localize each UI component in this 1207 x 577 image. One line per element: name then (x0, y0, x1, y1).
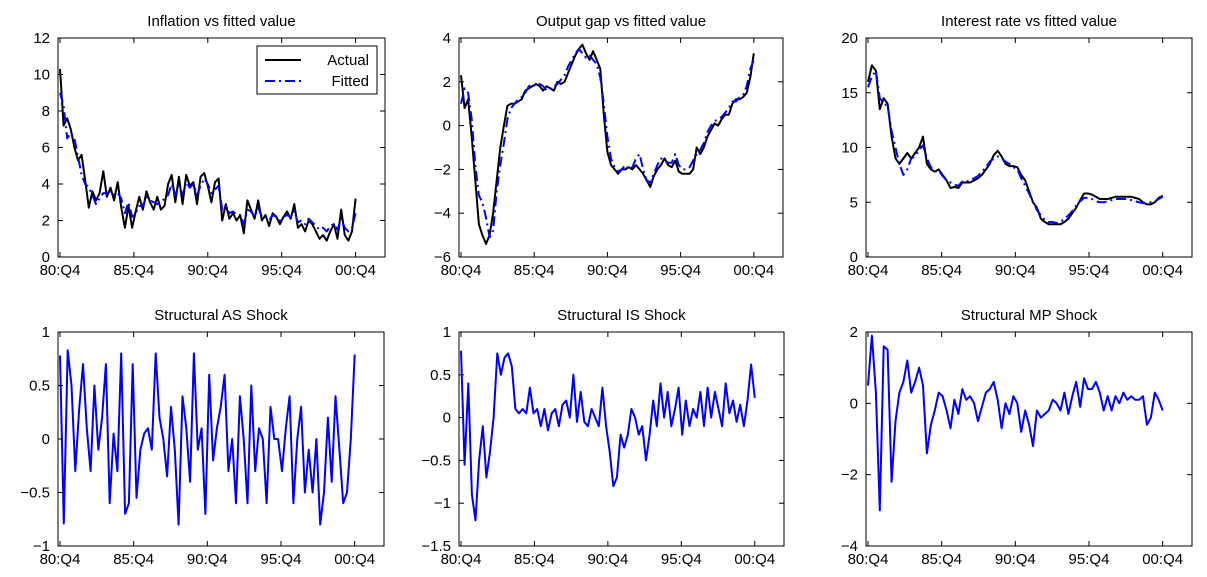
y-tick-label: 0 (443, 118, 451, 135)
y-tick-label: 0.5 (29, 378, 50, 395)
y-tick-label: −1.5 (421, 538, 451, 555)
y-tick-label: 0 (42, 431, 50, 448)
x-tick-label: 95:Q4 (261, 551, 302, 568)
x-tick-label: 80:Q4 (441, 262, 482, 279)
series-group (59, 349, 356, 526)
y-tick-label: 10 (841, 140, 858, 157)
x-tick-label: 85:Q4 (921, 262, 962, 279)
y-tick-label: 0.5 (430, 367, 451, 384)
legend: Actual Fitted (256, 45, 378, 95)
series-line-actual (460, 43, 755, 245)
series-group (460, 350, 756, 522)
series-group (460, 43, 755, 245)
x-tick-label: 90:Q4 (995, 551, 1036, 568)
y-tick-label: 15 (841, 85, 858, 102)
x-tick-label: 95:Q4 (261, 262, 302, 279)
legend-box (256, 45, 378, 95)
series-line-shock (59, 349, 356, 526)
series-line-fitted (460, 48, 755, 239)
y-tick-label: 0 (42, 249, 50, 266)
x-tick-label: 85:Q4 (514, 262, 555, 279)
x-tick-label: 95:Q4 (660, 262, 701, 279)
series-line-fitted (867, 69, 1164, 225)
y-tick-label: 0 (850, 395, 858, 412)
x-tick-label: 80:Q4 (848, 262, 889, 279)
y-tick-label: −1 (33, 538, 50, 555)
series-line-actual (59, 68, 357, 242)
y-tick-label: −4 (841, 538, 858, 555)
y-tick-label: 1 (42, 324, 50, 341)
panel-title: Structural IS Shock (557, 307, 686, 324)
x-tick-label: 90:Q4 (187, 551, 228, 568)
x-tick-label: 90:Q4 (187, 262, 228, 279)
panel-title: Structural MP Shock (961, 307, 1098, 324)
y-tick-label: −1 (434, 495, 451, 512)
x-tick-label: 00:Q4 (335, 262, 376, 279)
x-tick-label: 90:Q4 (587, 551, 628, 568)
panel-title: Structural AS Shock (154, 307, 288, 324)
x-tick-label: 90:Q4 (995, 262, 1036, 279)
panel-title: Interest rate vs fitted value (941, 13, 1117, 30)
y-tick-label: 12 (33, 30, 50, 47)
y-tick-label: −2 (841, 467, 858, 484)
series-line-actual (867, 64, 1164, 226)
y-tick-label: 5 (850, 194, 858, 211)
panel-2: Output gap vs fitted value −6 −4 −2 0 2 4 80:Q4… (434, 13, 784, 279)
series-line-shock (867, 334, 1164, 512)
y-tick-label: −4 (434, 205, 451, 222)
y-tick-label: −0.5 (421, 452, 451, 469)
x-tick-label: 00:Q4 (734, 551, 775, 568)
axes-frame (458, 331, 785, 547)
x-tick-label: 00:Q4 (334, 551, 375, 568)
x-tick-label: 00:Q4 (1142, 551, 1183, 568)
x-tick-label: 90:Q4 (587, 262, 628, 279)
axes-frame (458, 37, 784, 258)
legend-label-fitted: Fitted (331, 73, 369, 90)
x-tick-label: 80:Q4 (40, 262, 81, 279)
panel-title: Output gap vs fitted value (536, 13, 706, 30)
x-tick-label: 85:Q4 (921, 551, 962, 568)
panel-6: Structural MP Shock −4 −2 0 2 80:Q4 85:Q4 90:Q4… (841, 307, 1193, 568)
y-tick-label: 2 (443, 74, 451, 91)
axes-frame (865, 331, 1193, 547)
x-tick-label: 95:Q4 (1069, 262, 1110, 279)
panel-4: Structural AS Shock −1 −0.5 0 0.5 1 80:Q4 85:Q4… (20, 307, 385, 568)
x-tick-label: 80:Q4 (40, 551, 81, 568)
y-tick-label: 8 (42, 103, 50, 120)
x-tick-label: 85:Q4 (113, 262, 154, 279)
x-tick-label: 85:Q4 (113, 551, 154, 568)
y-tick-label: 10 (33, 67, 50, 84)
y-tick-label: −0.5 (20, 485, 50, 502)
panel-3: Interest rate vs fitted value 0 5 10 15 20 80:… (841, 13, 1193, 279)
x-tick-label: 80:Q4 (441, 551, 482, 568)
series-line-shock (460, 350, 756, 522)
y-tick-label: −2 (434, 161, 451, 178)
y-tick-label: 0 (443, 410, 451, 427)
y-tick-label: 20 (841, 30, 858, 47)
series-group (867, 334, 1164, 512)
x-tick-label: 00:Q4 (733, 262, 774, 279)
legend-label-actual: Actual (327, 52, 369, 69)
y-tick-label: 0 (850, 249, 858, 266)
x-tick-label: 85:Q4 (514, 551, 555, 568)
y-tick-label: 4 (42, 176, 50, 193)
series-group (867, 64, 1164, 226)
panel-title: Inflation vs fitted value (147, 13, 295, 30)
panel-1: Inflation vs fitted value 0 2 4 6 8 10 12 80:Q4 8… (33, 13, 386, 279)
y-tick-label: 2 (850, 324, 858, 341)
series-line-fitted (59, 92, 357, 233)
series-group (59, 68, 357, 242)
y-tick-label: 2 (42, 213, 50, 230)
panel-5: Structural IS Shock −1.5 −1 −0.5 0 0.5 1 80:Q4 8… (421, 307, 785, 568)
axes-frame (865, 37, 1193, 258)
y-tick-label: −6 (434, 249, 451, 266)
y-tick-label: 6 (42, 140, 50, 157)
x-tick-label: 95:Q4 (661, 551, 702, 568)
y-tick-label: 1 (443, 324, 451, 341)
y-tick-label: 4 (443, 30, 451, 47)
x-tick-label: 95:Q4 (1069, 551, 1110, 568)
x-tick-label: 80:Q4 (848, 551, 889, 568)
x-tick-label: 00:Q4 (1142, 262, 1183, 279)
